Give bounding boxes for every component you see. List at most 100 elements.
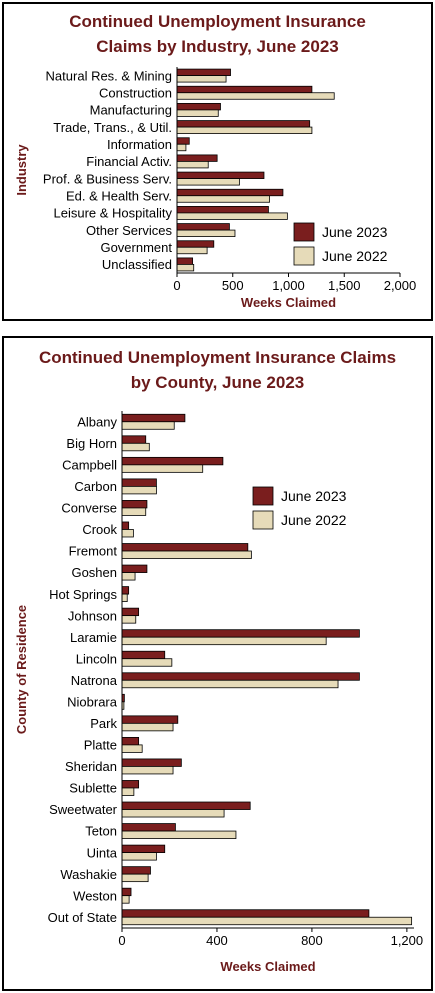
bar (176, 195, 270, 203)
category-label: Albany (77, 414, 117, 429)
category-label: Sweetwater (49, 802, 118, 817)
category-label: Manufacturing (90, 103, 172, 118)
county-chart: Albany Big Horn Campbell Carbon Converse Croo… (14, 411, 424, 974)
bar (121, 744, 143, 753)
legend-swatch (252, 510, 274, 530)
bar (121, 909, 370, 918)
industry-chart: Natural Res. & Mining Construction Manufac… (14, 67, 417, 310)
category-label: Government (100, 240, 172, 255)
bar (121, 413, 186, 423)
county-chart-panel: Continued Unemployment Insurance Claims … (2, 336, 433, 991)
bar (121, 650, 166, 660)
bar (121, 830, 237, 839)
bar (121, 550, 252, 559)
bar (121, 607, 140, 617)
bar (121, 629, 360, 638)
bar (176, 120, 311, 128)
bar (121, 435, 147, 444)
industry-chart-title-line2: Claims by Industry, June 2023 (96, 37, 339, 56)
bar (176, 171, 265, 179)
legend-label: June 2022 (281, 512, 347, 528)
category-label: Natural Res. & Mining (46, 68, 172, 83)
legend-label: June 2023 (281, 488, 347, 504)
bar (176, 223, 230, 231)
bar (121, 787, 135, 796)
x-tick-label: 500 (222, 278, 244, 293)
category-label: Platte (84, 738, 117, 753)
bar (121, 456, 224, 466)
bar (121, 852, 157, 861)
bar (121, 844, 166, 854)
bar (176, 109, 219, 117)
x-tick-label: 0 (118, 933, 125, 948)
category-label: Laramie (70, 630, 117, 645)
bar (121, 679, 339, 689)
bar (176, 257, 194, 265)
industry-chart-title-line1: Continued Unemployment Insurance (69, 12, 366, 31)
category-label: Unclassified (102, 257, 172, 272)
category-label: Construction (99, 85, 172, 100)
x-tick-label: 400 (206, 933, 228, 948)
category-label: Financial Activ. (86, 154, 172, 169)
x-axis-title: Weeks Claimed (241, 295, 336, 310)
category-label: Leisure & Hospitality (54, 206, 173, 221)
category-label: Fremont (69, 544, 118, 559)
category-label: Carbon (74, 479, 117, 494)
category-label: Other Services (86, 223, 172, 238)
bar (121, 564, 148, 573)
bar (121, 715, 179, 724)
bar (121, 809, 225, 818)
county-chart-title-line2: by County, June 2023 (130, 373, 305, 392)
bar (176, 212, 288, 220)
bar (121, 572, 136, 581)
bar (121, 500, 148, 509)
bar (176, 178, 240, 186)
bar (121, 478, 157, 487)
bar (176, 68, 231, 76)
bar (176, 92, 335, 100)
legend-label: June 2023 (322, 224, 388, 240)
bar (121, 421, 175, 430)
bar (176, 246, 208, 255)
category-label: Ed. & Health Serv. (66, 188, 172, 203)
bar (121, 722, 174, 732)
x-tick-label: 1,200 (391, 933, 424, 948)
category-label: Teton (85, 824, 117, 839)
bar (121, 485, 157, 495)
category-label: Information (107, 137, 172, 152)
bar (121, 507, 147, 516)
bar (121, 658, 173, 667)
bar (121, 521, 130, 530)
industry-chart-panel: Continued Unemployment Insurance Claims … (2, 2, 433, 321)
x-tick-label: 1,500 (328, 278, 361, 293)
bar (121, 801, 251, 810)
category-label: Johnson (68, 608, 117, 623)
bar (176, 206, 269, 214)
legend-swatch (293, 246, 315, 266)
bar (121, 615, 137, 624)
bar (121, 636, 327, 646)
category-label: Niobrara (67, 694, 118, 709)
bar (176, 85, 313, 94)
bar (121, 866, 151, 875)
bar (121, 873, 149, 883)
x-tick-label: 1,000 (272, 278, 305, 293)
bar (121, 593, 128, 603)
bar (121, 887, 132, 897)
category-label: Sublette (69, 781, 117, 796)
category-label: Trade, Trans., & Util. (53, 120, 172, 135)
x-tick-label: 800 (301, 933, 323, 948)
legend-label: June 2022 (322, 248, 388, 264)
county-chart-title-line1: Continued Unemployment Insurance Claims (38, 348, 397, 367)
category-label: Converse (61, 501, 117, 516)
category-label: Park (90, 716, 117, 731)
bar (121, 916, 413, 926)
y-axis-title: Industry (14, 144, 29, 196)
category-label: Natrona (71, 673, 118, 688)
legend-swatch (293, 222, 315, 242)
category-label: Weston (73, 888, 117, 903)
bar (121, 895, 130, 904)
x-tick-label: 2,000 (384, 278, 417, 293)
bar (176, 75, 227, 83)
category-label: Crook (82, 522, 117, 537)
